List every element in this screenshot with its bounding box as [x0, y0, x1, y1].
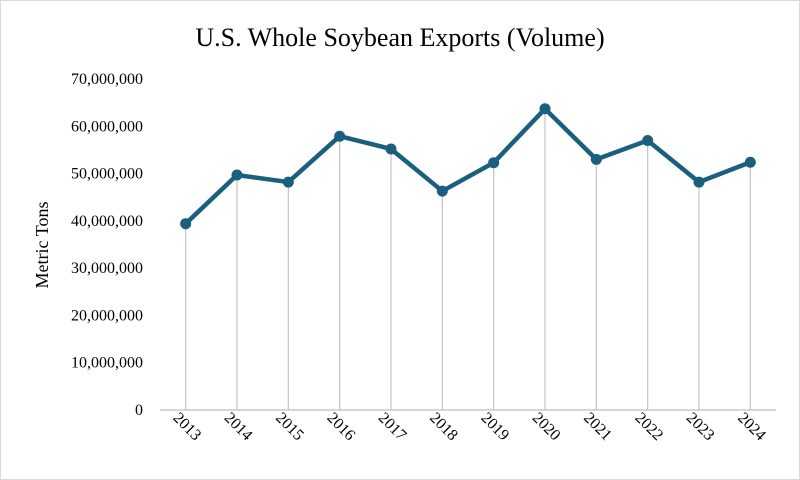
- data-point-marker: [180, 218, 192, 230]
- data-point-marker: [693, 176, 705, 188]
- x-tick-label: 2018: [426, 409, 461, 444]
- y-tick-label: 50,000,000: [71, 166, 143, 183]
- data-point-marker: [385, 143, 397, 155]
- x-tick-label: 2017: [375, 409, 410, 444]
- data-point-marker: [539, 103, 551, 115]
- data-point-marker: [590, 153, 602, 165]
- chart-title: U.S. Whole Soybean Exports (Volume): [195, 23, 604, 52]
- x-tick-label: 2014: [221, 409, 256, 444]
- x-tick-label: 2016: [324, 409, 359, 444]
- y-tick-labels: 0 10,000,000 20,000,000 30,000,000 40,000,00…: [71, 71, 143, 419]
- data-point-marker: [642, 134, 654, 146]
- y-axis-title: Metric Tons: [32, 202, 52, 289]
- y-tick-label: 30,000,000: [71, 260, 143, 277]
- y-tick-label: 70,000,000: [71, 71, 143, 88]
- x-tick-label: 2024: [734, 409, 769, 444]
- x-tick-labels: 2013 2014 2015 2016 2017 2018 2019 2020 2021 2022…: [170, 409, 769, 444]
- x-tick-label: 2013: [170, 409, 205, 444]
- series-markers: [180, 103, 756, 230]
- x-tick-label: 2021: [580, 409, 615, 444]
- data-point-marker: [282, 176, 294, 188]
- x-tick-label: 2019: [478, 409, 513, 444]
- data-point-marker: [334, 130, 346, 142]
- y-tick-label: 40,000,000: [71, 213, 143, 230]
- data-point-marker: [436, 185, 448, 197]
- data-point-marker: [488, 157, 500, 169]
- x-tick-label: 2015: [272, 409, 307, 444]
- y-tick-label: 0: [135, 402, 143, 419]
- drop-lines: [185, 108, 751, 410]
- data-point-marker: [231, 169, 243, 181]
- x-tick-label: 2023: [683, 409, 718, 444]
- y-tick-label: 20,000,000: [71, 307, 143, 324]
- data-point-marker: [744, 156, 756, 168]
- x-tick-label: 2020: [529, 409, 564, 444]
- series-line: [183, 106, 753, 226]
- y-tick-label: 60,000,000: [71, 118, 143, 135]
- x-tick-label: 2022: [632, 409, 667, 444]
- y-tick-label: 10,000,000: [71, 355, 143, 372]
